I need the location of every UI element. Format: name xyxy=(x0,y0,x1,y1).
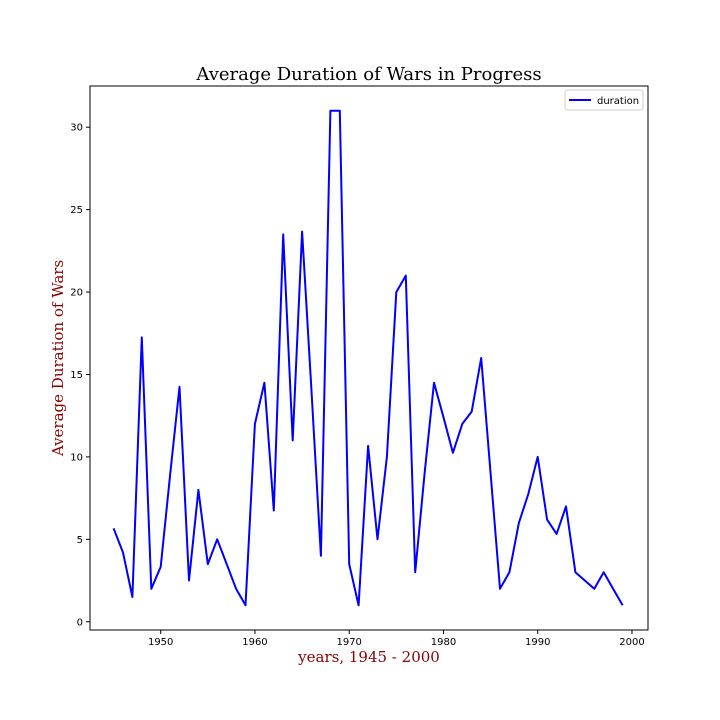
y-tick-label: 5 xyxy=(77,535,83,546)
x-tick-label: 1980 xyxy=(431,637,456,648)
plot-area-frame xyxy=(89,85,649,631)
x-tick-label: 1990 xyxy=(525,637,550,648)
x-tick-label: 2000 xyxy=(619,637,644,648)
chart-title: Average Duration of Wars in Progress xyxy=(195,64,541,85)
x-tick-label: 1970 xyxy=(336,637,361,648)
y-tick-label: 25 xyxy=(70,205,83,216)
y-tick-label: 20 xyxy=(70,288,83,299)
series-layer xyxy=(112,109,624,607)
series-line-duration xyxy=(112,109,624,607)
y-tick-label: 10 xyxy=(70,452,83,463)
legend-box xyxy=(564,89,644,111)
y-tick-label: 30 xyxy=(70,123,83,134)
y-axis: 0 5 10 15 20 25 30 xyxy=(70,123,90,628)
y-tick-label: 0 xyxy=(77,617,83,628)
legend: duration xyxy=(564,89,644,111)
x-tick-label: 1950 xyxy=(148,637,173,648)
y-axis-label: Average Duration of Wars xyxy=(49,260,67,457)
x-axis: 1950 1960 1970 1980 1990 2000 xyxy=(148,630,645,648)
x-axis-label: years, 1945 - 2000 xyxy=(297,648,440,666)
legend-label-duration: duration xyxy=(597,96,639,107)
y-tick-label: 15 xyxy=(70,370,83,381)
x-tick-label: 1960 xyxy=(242,637,267,648)
